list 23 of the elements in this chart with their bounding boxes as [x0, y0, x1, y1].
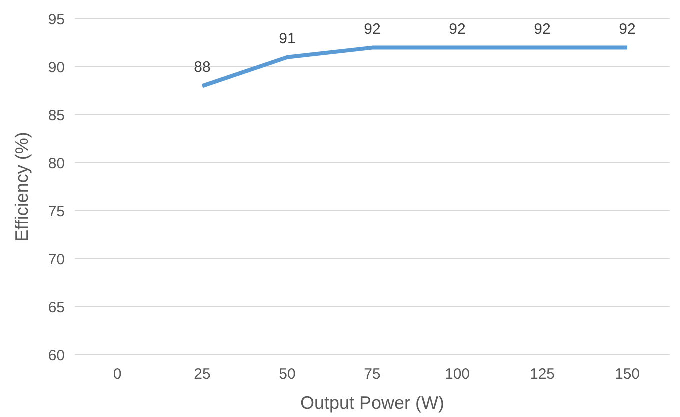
x-tick-label: 75: [364, 366, 381, 383]
x-tick-label: 100: [444, 366, 470, 383]
y-axis-title: Efficiency (%): [12, 132, 32, 242]
x-tick-label: 50: [279, 366, 296, 383]
x-tick-label: 150: [614, 366, 640, 383]
data-label: 92: [449, 20, 466, 38]
data-label: 92: [364, 20, 381, 38]
data-label: 92: [619, 20, 636, 38]
data-label: 88: [194, 59, 211, 76]
y-tick-label: 65: [48, 299, 65, 316]
y-tick-label: 75: [48, 203, 65, 220]
y-tick-label: 60: [48, 347, 65, 364]
x-tick-label: 25: [194, 366, 211, 383]
data-label: 91: [279, 30, 296, 48]
x-axis-title: Output Power (W): [300, 393, 445, 413]
y-tick-label: 80: [48, 155, 65, 172]
y-tick-label: 85: [48, 107, 65, 124]
y-tick-label: 70: [48, 251, 65, 268]
y-tick-label: 95: [48, 11, 65, 28]
x-tick-label: 0: [113, 366, 122, 383]
data-label: 92: [534, 20, 551, 38]
y-tick-label: 90: [48, 59, 65, 76]
x-tick-label: 125: [530, 366, 556, 383]
